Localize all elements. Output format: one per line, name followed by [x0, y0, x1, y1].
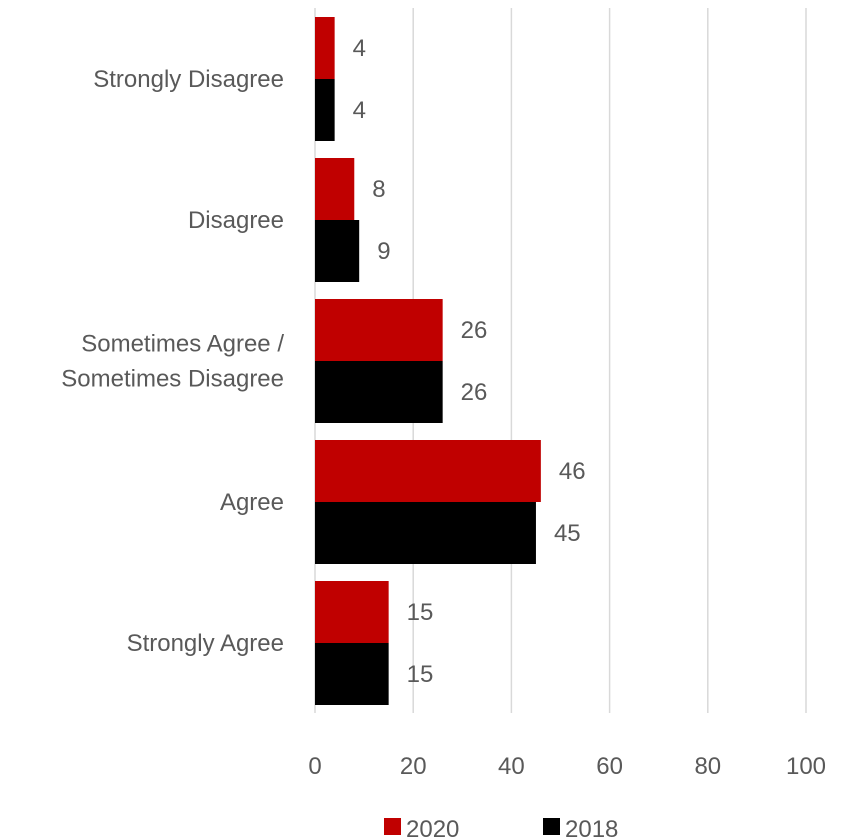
x-tick-label: 100	[786, 753, 826, 780]
x-tick-label: 40	[498, 753, 525, 780]
category-label-line: Agree	[220, 489, 284, 516]
data-label-2020-2: 26	[461, 317, 488, 344]
category-label: Strongly Agree	[127, 630, 284, 657]
category-label-line: Sometimes Disagree	[61, 366, 284, 393]
data-label-2018-2: 26	[461, 379, 488, 406]
category-label-line: Strongly Disagree	[93, 66, 284, 93]
x-axis-tick-labels: 0 20 40 60 80 100	[308, 753, 826, 780]
data-label-2020-4: 15	[407, 599, 434, 626]
x-tick-label: 60	[596, 753, 623, 780]
x-tick-label: 0	[308, 753, 321, 780]
data-label-2020-0: 4	[353, 35, 366, 62]
data-label-2018-0: 4	[353, 97, 366, 124]
bars: 4 4 8 9 26 26 46 45 15 15	[315, 17, 586, 705]
category-label-line: Sometimes Agree /	[81, 331, 284, 358]
legend-swatch-2020	[384, 818, 401, 835]
data-label-2020-1: 8	[372, 176, 385, 203]
data-label-2018-1: 9	[377, 238, 390, 265]
legend-label-2020: 2020	[406, 816, 459, 839]
data-label-2018-3: 45	[554, 520, 581, 547]
legend-label-2018: 2018	[565, 816, 618, 839]
data-label-2020-3: 46	[559, 458, 586, 485]
category-label: Agree	[220, 489, 284, 516]
x-tick-label: 80	[694, 753, 721, 780]
category-labels: Strongly Disagree Disagree Sometimes Agree…	[61, 66, 284, 657]
bar-2020-4	[315, 581, 389, 643]
category-label-line: Strongly Agree	[127, 630, 284, 657]
bar-2020-0	[315, 17, 335, 79]
bar-2020-3	[315, 440, 541, 502]
bar-2018-3	[315, 502, 536, 564]
category-label: Sometimes Agree / Sometimes Disagree	[61, 331, 284, 393]
x-tick-label: 20	[400, 753, 427, 780]
legend-swatch-2018	[543, 818, 560, 835]
bar-2020-1	[315, 158, 355, 220]
bar-2020-2	[315, 299, 443, 361]
bar-2018-2	[315, 361, 443, 423]
bar-2018-0	[315, 79, 335, 141]
legend: 2020 2018	[384, 816, 618, 839]
bar-2018-4	[315, 643, 389, 705]
bar-2018-1	[315, 220, 360, 282]
data-label-2018-4: 15	[407, 661, 434, 688]
category-label: Strongly Disagree	[93, 66, 284, 93]
category-label: Disagree	[188, 207, 284, 234]
category-label-line: Disagree	[188, 207, 284, 234]
